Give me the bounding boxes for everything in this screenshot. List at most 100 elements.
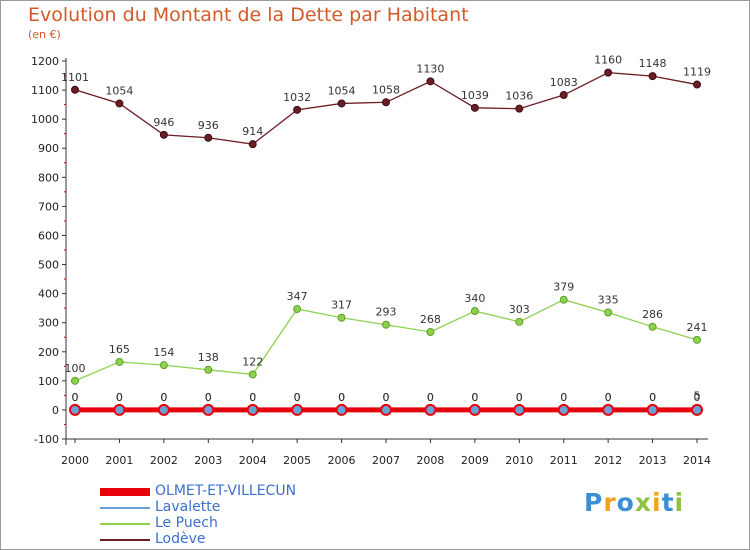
data-point	[159, 130, 168, 139]
data-label: 0	[383, 391, 390, 404]
data-point	[291, 403, 304, 416]
data-point	[602, 403, 615, 416]
data-point	[71, 85, 79, 94]
x-tick-label: 2001	[105, 454, 133, 467]
data-label: 0	[116, 391, 123, 404]
data-point	[648, 322, 657, 331]
data-label: 5	[694, 389, 701, 402]
data-label: 241	[687, 321, 708, 334]
data-point	[380, 403, 392, 416]
data-label: 1148	[639, 57, 667, 70]
x-tick-label: 2008	[416, 454, 444, 467]
x-tick-label: 2002	[150, 454, 178, 467]
data-label: 0	[560, 391, 567, 404]
y-tick-label: 800	[38, 171, 59, 184]
x-tick-label: 2005	[283, 454, 311, 467]
logo-letter: i	[674, 488, 685, 517]
data-point	[691, 403, 703, 416]
data-point	[604, 68, 613, 77]
data-point	[246, 403, 259, 416]
data-label: 1039	[461, 89, 489, 102]
y-tick-label: 0	[52, 404, 59, 417]
data-point	[115, 357, 124, 366]
data-point	[71, 376, 79, 385]
data-label: 100	[65, 362, 86, 375]
data-label: 0	[649, 391, 656, 404]
y-tick-label: -100	[34, 433, 59, 446]
x-tick-label: 2004	[239, 454, 267, 467]
data-label: 0	[116, 391, 123, 404]
data-point	[470, 307, 479, 316]
data-point	[204, 133, 213, 142]
data-label: 0	[605, 391, 612, 404]
x-tick-label: 2010	[505, 454, 533, 467]
data-label: 0	[516, 391, 523, 404]
data-label: 0	[338, 391, 345, 404]
legend-swatch	[100, 488, 150, 496]
data-label: 317	[331, 299, 352, 312]
data-point	[293, 105, 302, 114]
data-label: 1101	[61, 71, 89, 84]
data-point	[69, 403, 81, 416]
data-point	[693, 80, 701, 89]
x-tick-label: 2003	[194, 454, 222, 467]
data-point	[559, 295, 568, 304]
legend-swatch	[100, 523, 150, 525]
x-tick-label: 2007	[372, 454, 400, 467]
y-tick-label: 300	[38, 317, 59, 330]
data-label: 0	[427, 391, 434, 404]
data-label: 0	[249, 391, 256, 404]
data-label: 268	[420, 313, 441, 326]
data-point	[115, 99, 124, 108]
data-point	[382, 98, 390, 107]
logo-letter: r	[603, 488, 617, 517]
data-label: 0	[338, 391, 345, 404]
data-label: 0	[160, 391, 167, 404]
chart-title: Evolution du Montant de la Dette par Hab…	[28, 4, 469, 26]
y-tick-label: 1200	[31, 55, 59, 68]
y-tick-label: 400	[38, 288, 59, 301]
data-label: 1119	[683, 66, 711, 79]
x-tick-label: 2006	[328, 454, 356, 467]
data-point	[157, 403, 170, 416]
legend-swatch	[100, 507, 150, 509]
data-label: 0	[249, 391, 256, 404]
y-tick-label: 900	[38, 142, 59, 155]
data-point	[113, 403, 126, 416]
y-tick-label: 100	[38, 375, 59, 388]
data-point	[426, 77, 435, 86]
data-label: 0	[72, 391, 79, 404]
y-tick-label: 500	[38, 259, 59, 272]
data-point	[293, 305, 302, 314]
legend-label: Lavalette	[155, 499, 221, 515]
data-label: 0	[205, 391, 212, 404]
data-label: 914	[242, 125, 263, 138]
data-label: 0	[72, 391, 79, 404]
data-point	[468, 403, 481, 416]
data-label: 946	[153, 116, 174, 129]
proxiti-logo: Proxiti	[584, 488, 684, 517]
data-label: 340	[464, 292, 485, 305]
x-tick-label: 2011	[550, 454, 578, 467]
data-label: 0	[471, 391, 478, 404]
data-label: 335	[598, 294, 619, 307]
data-point	[204, 365, 213, 374]
data-point	[337, 99, 346, 108]
x-tick-label: 2013	[639, 454, 667, 467]
data-label: 1032	[283, 91, 311, 104]
data-label: 0	[160, 391, 167, 404]
data-point	[513, 403, 526, 416]
logo-letter: i	[652, 488, 662, 517]
data-point	[470, 103, 479, 112]
chart-unit-label: (en €)	[28, 28, 61, 41]
data-point	[693, 335, 701, 344]
x-tick-label: 2012	[594, 454, 622, 467]
data-label: 122	[242, 355, 263, 368]
y-tick-label: 600	[38, 229, 59, 242]
data-point	[335, 403, 348, 416]
data-label: 1160	[594, 54, 622, 67]
data-label: 0	[383, 391, 390, 404]
data-label: 0	[605, 391, 612, 404]
